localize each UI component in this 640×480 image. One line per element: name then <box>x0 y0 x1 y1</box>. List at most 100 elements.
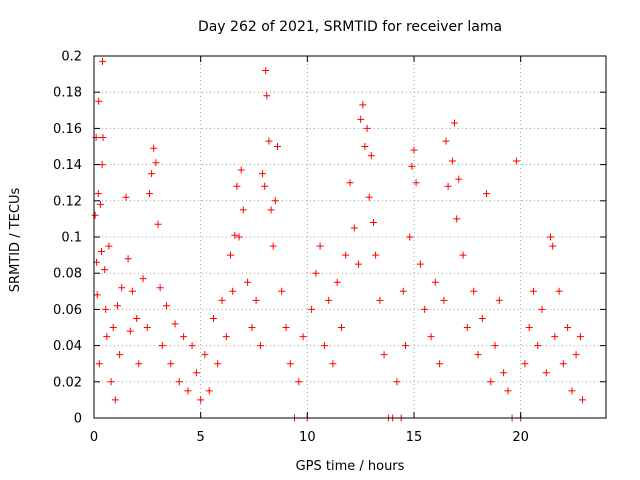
data-point <box>459 251 467 259</box>
data-point <box>239 206 247 214</box>
data-point <box>329 360 337 368</box>
data-point <box>267 206 275 214</box>
data-point <box>93 291 101 299</box>
data-point <box>512 157 520 165</box>
data-point <box>135 360 143 368</box>
data-point <box>102 305 110 313</box>
data-point <box>361 143 369 150</box>
data-point <box>436 360 444 368</box>
data-point <box>299 333 307 341</box>
data-point <box>128 287 136 295</box>
grid-lines <box>94 56 606 418</box>
data-point <box>148 170 156 178</box>
data-point <box>163 302 170 310</box>
data-point <box>370 219 377 226</box>
data-point <box>99 57 106 65</box>
data-point <box>227 251 234 259</box>
x-tick-label: 5 <box>197 430 205 445</box>
data-point <box>406 233 414 241</box>
data-point <box>559 360 567 368</box>
data-point <box>325 296 333 304</box>
data-point <box>133 315 141 322</box>
data-point <box>282 324 290 331</box>
data-point <box>231 231 239 239</box>
data-point <box>114 302 121 310</box>
data-point <box>431 278 439 286</box>
data-point <box>372 251 380 259</box>
data-point <box>478 315 486 322</box>
data-point <box>124 255 132 263</box>
x-tick-label: 10 <box>299 430 316 445</box>
data-point <box>295 378 303 386</box>
data-point <box>455 175 463 183</box>
data-point <box>412 179 420 187</box>
data-point <box>487 378 495 386</box>
data-point <box>214 360 222 368</box>
data-point <box>152 159 160 167</box>
data-point <box>408 162 416 170</box>
data-point <box>233 182 241 190</box>
data-point <box>316 242 324 250</box>
data-point <box>248 324 256 331</box>
data-point <box>201 351 209 359</box>
data-point <box>470 287 478 295</box>
data-point <box>338 324 345 331</box>
data-point <box>126 327 134 335</box>
data-point <box>146 190 153 198</box>
data-point <box>122 193 130 201</box>
data-point <box>474 351 482 359</box>
data-point <box>118 284 126 292</box>
data-point <box>572 351 580 359</box>
data-point <box>109 324 117 331</box>
data-point <box>568 387 576 395</box>
data-point <box>156 284 164 292</box>
data-point <box>139 275 147 283</box>
tick-labels: 0 0.02 0.04 0.06 0.08 0.1 0.12 0.14 0.16 0.18 0.2 0… <box>53 50 529 446</box>
data-point <box>91 211 99 219</box>
data-point <box>94 190 102 198</box>
data-point <box>555 287 563 295</box>
data-point <box>534 342 542 350</box>
data-point <box>453 215 461 223</box>
data-point <box>107 378 115 386</box>
data-point <box>410 146 418 154</box>
data-point <box>116 351 124 359</box>
data-point <box>154 220 162 228</box>
data-point <box>218 296 226 304</box>
data-point <box>365 193 373 201</box>
data-point <box>222 333 230 341</box>
data-point <box>393 378 401 386</box>
data-point <box>521 360 529 368</box>
data-point <box>342 251 350 259</box>
y-tick-label: 0.02 <box>53 375 82 390</box>
data-point <box>564 324 572 331</box>
x-tick-label: 15 <box>406 430 423 445</box>
data-point <box>367 152 375 160</box>
data-point <box>98 248 105 255</box>
data-point <box>363 124 371 132</box>
y-tick-label: 0.1 <box>61 231 82 246</box>
axis-ticks <box>93 55 606 419</box>
data-point <box>271 197 279 205</box>
data-point <box>551 333 559 341</box>
y-tick-label: 0.12 <box>53 194 82 209</box>
data-point <box>495 296 503 304</box>
data-point <box>448 157 456 165</box>
data-point <box>235 233 243 241</box>
data-point <box>525 324 533 331</box>
data-point <box>261 182 269 190</box>
data-point <box>192 369 200 377</box>
data-point <box>576 333 584 341</box>
data-point <box>171 320 179 328</box>
y-tick-label: 0.2 <box>61 50 82 65</box>
data-point <box>504 387 512 395</box>
data-point <box>158 342 166 350</box>
y-tick-label: 0.06 <box>53 303 82 318</box>
data-point <box>350 224 358 232</box>
data-point <box>269 242 277 250</box>
data-point <box>105 242 113 250</box>
data-point <box>101 266 109 274</box>
data-point <box>205 387 213 395</box>
data-point <box>542 369 550 377</box>
